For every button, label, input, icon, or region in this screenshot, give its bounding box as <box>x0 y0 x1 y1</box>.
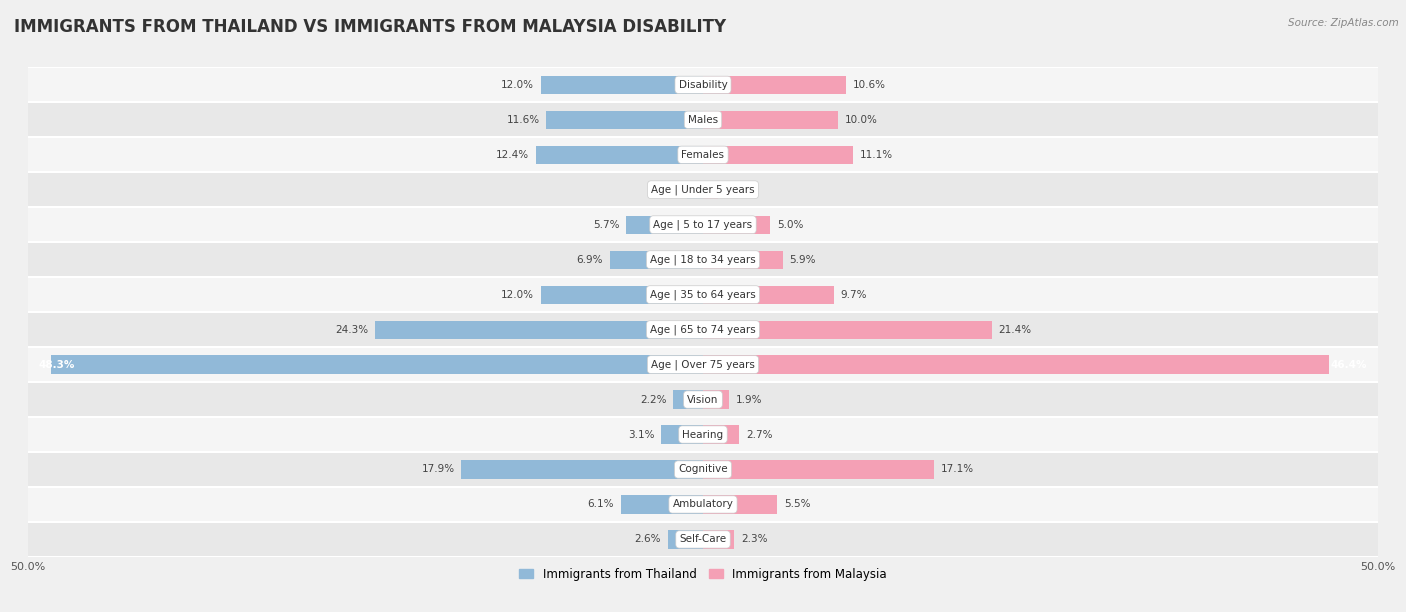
Text: 17.9%: 17.9% <box>422 465 454 474</box>
Text: Males: Males <box>688 115 718 125</box>
Text: Hearing: Hearing <box>682 430 724 439</box>
Text: 12.0%: 12.0% <box>502 289 534 300</box>
Text: 17.1%: 17.1% <box>941 465 974 474</box>
Bar <box>610 250 703 269</box>
Text: Self-Care: Self-Care <box>679 534 727 545</box>
Bar <box>620 495 703 513</box>
Bar <box>461 460 703 479</box>
Text: 10.0%: 10.0% <box>845 115 877 125</box>
Text: IMMIGRANTS FROM THAILAND VS IMMIGRANTS FROM MALAYSIA DISABILITY: IMMIGRANTS FROM THAILAND VS IMMIGRANTS F… <box>14 18 725 36</box>
Bar <box>28 487 1378 522</box>
Text: Ambulatory: Ambulatory <box>672 499 734 509</box>
Text: Cognitive: Cognitive <box>678 465 728 474</box>
Bar <box>28 522 1378 557</box>
Bar <box>28 382 1378 417</box>
Bar <box>28 67 1378 102</box>
Text: Age | Over 75 years: Age | Over 75 years <box>651 359 755 370</box>
Bar <box>28 137 1378 172</box>
Bar <box>703 495 778 513</box>
Text: 5.9%: 5.9% <box>789 255 815 264</box>
Bar <box>28 347 1378 382</box>
Bar <box>547 111 703 129</box>
Text: 5.5%: 5.5% <box>785 499 810 509</box>
Bar <box>28 102 1378 137</box>
Bar <box>28 312 1378 347</box>
Bar <box>626 215 703 234</box>
Bar <box>703 425 740 444</box>
Bar <box>541 76 703 94</box>
Bar <box>673 390 703 409</box>
Text: 11.1%: 11.1% <box>859 150 893 160</box>
Text: 12.4%: 12.4% <box>496 150 529 160</box>
Text: Age | 5 to 17 years: Age | 5 to 17 years <box>654 220 752 230</box>
Text: Source: ZipAtlas.com: Source: ZipAtlas.com <box>1288 18 1399 28</box>
Text: 3.1%: 3.1% <box>628 430 654 439</box>
Bar <box>703 531 734 548</box>
Bar <box>661 425 703 444</box>
Text: 10.6%: 10.6% <box>853 80 886 90</box>
Bar <box>703 321 991 338</box>
Bar <box>28 277 1378 312</box>
Bar <box>686 181 703 199</box>
Bar <box>703 76 846 94</box>
Text: Vision: Vision <box>688 395 718 405</box>
Text: 12.0%: 12.0% <box>502 80 534 90</box>
Bar <box>703 250 783 269</box>
Text: 46.4%: 46.4% <box>1330 360 1367 370</box>
Bar <box>28 242 1378 277</box>
Text: 9.7%: 9.7% <box>841 289 868 300</box>
Bar <box>28 452 1378 487</box>
Bar <box>703 390 728 409</box>
Text: Females: Females <box>682 150 724 160</box>
Text: 1.1%: 1.1% <box>724 185 751 195</box>
Bar <box>703 460 934 479</box>
Text: Age | 35 to 64 years: Age | 35 to 64 years <box>650 289 756 300</box>
Text: 1.2%: 1.2% <box>654 185 681 195</box>
Legend: Immigrants from Thailand, Immigrants from Malaysia: Immigrants from Thailand, Immigrants fro… <box>515 563 891 585</box>
Text: 1.9%: 1.9% <box>735 395 762 405</box>
Text: 2.6%: 2.6% <box>634 534 661 545</box>
Text: Age | 18 to 34 years: Age | 18 to 34 years <box>650 255 756 265</box>
Text: 2.3%: 2.3% <box>741 534 768 545</box>
Bar <box>51 356 703 374</box>
Bar <box>703 356 1329 374</box>
Text: 6.1%: 6.1% <box>588 499 614 509</box>
Bar <box>703 286 834 304</box>
Bar <box>703 111 838 129</box>
Text: 24.3%: 24.3% <box>335 324 368 335</box>
Bar <box>375 321 703 338</box>
Text: 48.3%: 48.3% <box>39 360 76 370</box>
Text: 21.4%: 21.4% <box>998 324 1032 335</box>
Text: Age | 65 to 74 years: Age | 65 to 74 years <box>650 324 756 335</box>
Bar <box>541 286 703 304</box>
Bar <box>28 207 1378 242</box>
Text: Disability: Disability <box>679 80 727 90</box>
Bar <box>703 215 770 234</box>
Bar <box>28 417 1378 452</box>
Text: 2.2%: 2.2% <box>640 395 666 405</box>
Text: 5.7%: 5.7% <box>593 220 619 230</box>
Bar <box>536 146 703 164</box>
Text: 2.7%: 2.7% <box>747 430 773 439</box>
Text: 5.0%: 5.0% <box>778 220 804 230</box>
Text: Age | Under 5 years: Age | Under 5 years <box>651 184 755 195</box>
Bar <box>703 146 853 164</box>
Text: 6.9%: 6.9% <box>576 255 603 264</box>
Bar <box>703 181 718 199</box>
Text: 11.6%: 11.6% <box>506 115 540 125</box>
Bar <box>28 172 1378 207</box>
Bar <box>668 531 703 548</box>
